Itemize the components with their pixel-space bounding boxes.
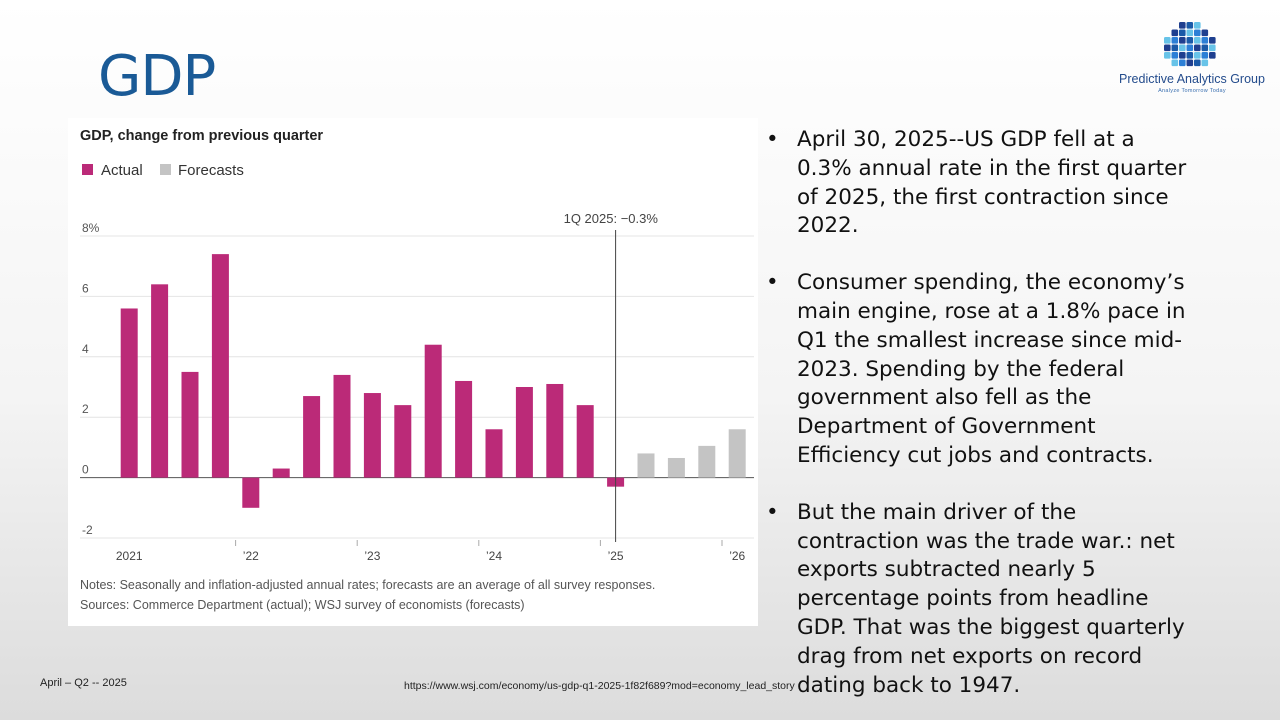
logo-tile [1179,44,1186,52]
logo-tile [1194,37,1201,44]
chart-title: GDP, change from previous quarter [80,128,323,144]
logo-tile [1209,44,1216,52]
logo-tile [1186,59,1194,67]
logo-tile [1186,44,1194,52]
bullet-marker: • [766,127,779,152]
legend-label-actual: Actual [101,162,143,179]
logo-tile [1194,22,1201,29]
x-tick-label: ’26 [729,549,745,563]
logo-tile [1179,22,1186,29]
bullet-item: • But the main driver of the contraction… [766,499,1196,701]
bullet-list: • April 30, 2025--US GDP fell at a 0.3% … [766,126,1196,728]
actual-bar [455,380,473,478]
x-tick-label: ’22 [243,549,259,563]
actual-bar [424,344,442,478]
company-logo: Predictive Analytics Group Analyze Tomor… [1112,20,1272,100]
actual-bar [120,308,138,478]
logo-tile [1194,29,1201,37]
slide-title: GDP [98,44,216,109]
actual-bar [303,396,321,478]
logo-name: Predictive Analytics Group [1119,72,1265,86]
actual-bar [211,254,229,478]
y-tick-label: 2 [82,402,89,416]
logo-tile [1201,29,1209,37]
logo-tile [1186,29,1194,37]
logo-tile [1179,37,1186,44]
legend-swatch-actual [82,164,93,175]
x-tick-label: ’25 [608,549,624,563]
logo-tile [1164,44,1171,52]
actual-bar [576,405,594,478]
forecasts-bar [637,453,655,478]
x-tick-label: ’24 [486,549,502,563]
y-tick-label: 6 [82,281,89,295]
logo-tile [1186,52,1194,59]
footer-date: April – Q2 -- 2025 [40,677,127,689]
logo-tile [1209,52,1216,59]
chart-sources: Sources: Commerce Department (actual); W… [80,598,525,612]
bullet-text: April 30, 2025--US GDP fell at a 0.3% an… [797,127,1187,239]
actual-bar [333,374,351,478]
x-tick-label: 2021 [116,549,143,563]
source-link[interactable]: https://www.wsj.com/economy/us-gdp-q1-20… [404,680,795,692]
y-tick-label: -2 [82,523,93,537]
x-tick-label: ’23 [364,549,380,563]
logo-tile [1171,52,1179,59]
logo-tile [1171,59,1179,67]
logo-tile [1171,44,1179,52]
actual-bar [272,468,290,478]
forecasts-bar [728,429,746,478]
y-tick-label: 4 [82,342,89,356]
legend-label-forecasts: Forecasts [178,162,244,179]
logo-tile [1194,59,1201,67]
actual-bar [515,387,533,478]
logo-tile [1201,37,1209,44]
actual-bar [363,393,381,478]
logo-tile [1201,44,1209,52]
logo-tile [1194,52,1201,59]
gdp-chart: GDP, change from previous quarter Actual… [68,118,758,626]
logo-tile [1186,22,1194,29]
bullet-item: • April 30, 2025--US GDP fell at a 0.3% … [766,126,1196,241]
bullet-text: Consumer spending, the economy’s main en… [797,270,1186,468]
bullet-marker: • [766,499,779,525]
logo-tile [1194,44,1201,52]
chart-svg: GDP, change from previous quarter Actual… [80,128,754,612]
bullet-text: But the main driver of the contraction w… [797,499,1185,698]
chart-notes: Notes: Seasonally and inflation-adjusted… [80,578,655,592]
logo-tile [1164,52,1171,59]
legend-swatch-forecasts [160,164,171,175]
logo-tile [1179,52,1186,59]
logo-tile [1179,59,1186,67]
actual-bar [485,429,503,478]
logo-tile [1171,37,1179,44]
logo-tile [1186,37,1194,44]
actual-bar [394,405,412,478]
logo-tile [1209,37,1216,44]
logo-tile [1164,37,1171,44]
forecasts-bar [698,445,716,478]
forecasts-bar [667,457,685,478]
annotation-label: 1Q 2025: −0.3% [564,211,659,226]
actual-bar [151,284,169,478]
puzzle-globe-icon [1164,22,1216,67]
logo-tile [1201,52,1209,59]
actual-bar [242,477,260,508]
logo-tile [1201,59,1209,67]
logo-tile [1171,29,1179,37]
logo-tile [1179,29,1186,37]
bullet-item: • Consumer spending, the economy’s main … [766,269,1196,471]
bullet-marker: • [766,270,779,296]
y-tick-label: 0 [82,463,89,477]
actual-bar [181,371,199,478]
actual-bar [546,383,564,478]
y-tick-label: 8% [82,221,100,235]
logo-tagline: Analyze Tomorrow Today [1158,88,1226,94]
